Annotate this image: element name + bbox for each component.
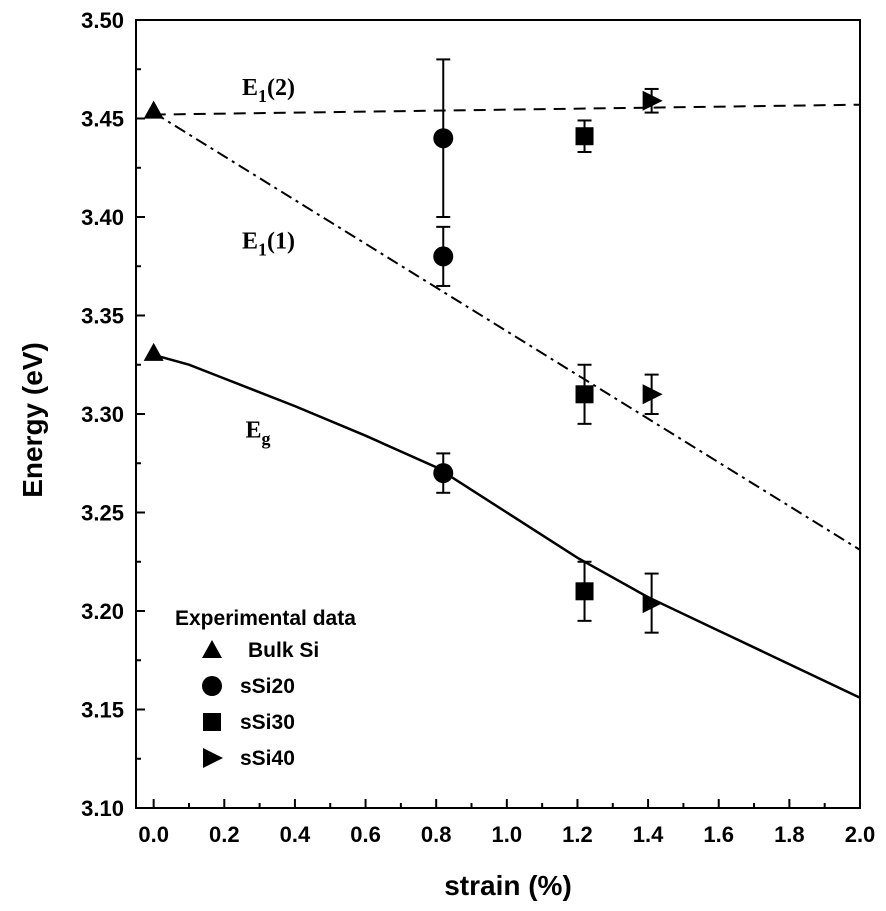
x-tick-label: 0.0	[138, 822, 169, 847]
y-tick-label: 3.20	[81, 599, 124, 624]
point-ssi20	[433, 463, 454, 484]
plot-lines	[153, 103, 861, 699]
x-tick-label: 1.0	[492, 822, 523, 847]
x-tick-label: 1.6	[703, 822, 734, 847]
ticks: 0.0 0.2 0.4 0.6 0.8 1.0 1.2 1.4 1.6 1.8 2.0 3.10 3.1…	[81, 8, 875, 847]
point-ssi20	[433, 128, 454, 149]
legend-marker	[202, 640, 222, 658]
point-ssi30	[575, 127, 594, 146]
x-tick-label: 1.4	[633, 822, 664, 847]
legend-label: sSi20	[240, 675, 295, 698]
legend-label: Bulk Si	[248, 639, 319, 662]
legend-title: Experimental data	[175, 607, 356, 630]
y-axis-title: Energy (eV)	[17, 342, 48, 498]
line-E1_1	[153, 111, 861, 551]
x-tick-label: 2.0	[845, 822, 876, 847]
legend-label: sSi40	[240, 747, 295, 770]
y-tick-label: 3.45	[81, 107, 124, 132]
point-ssi20	[433, 246, 454, 267]
point-bulk-si	[143, 342, 164, 361]
y-tick-label: 3.25	[81, 501, 124, 526]
x-tick-label: 0.2	[209, 822, 240, 847]
legend-marker	[203, 713, 221, 731]
curve-label-E1_2: E1(2)	[242, 75, 295, 106]
point-ssi30	[575, 385, 594, 404]
point-ssi40	[642, 90, 663, 111]
curve-label-Eg: Eg	[245, 418, 270, 449]
line-E1_2	[153, 103, 861, 116]
point-ssi30	[575, 582, 594, 601]
y-tick-label: 3.10	[81, 796, 124, 821]
legend: Experimental data Bulk Si sSi20 sSi30 sSi40	[175, 607, 356, 770]
legend-label: sSi30	[240, 711, 295, 734]
y-tick-label: 3.40	[81, 205, 124, 230]
line-Eg	[153, 353, 861, 699]
plot-points	[143, 58, 663, 634]
x-tick-label: 0.6	[350, 822, 381, 847]
x-tick-label: 1.2	[562, 822, 593, 847]
legend-marker	[202, 676, 222, 696]
x-tick-label: 1.8	[774, 822, 805, 847]
x-axis-title: strain (%)	[444, 870, 572, 901]
y-tick-label: 3.50	[81, 8, 124, 33]
point-ssi40	[642, 593, 663, 614]
x-tick-label: 0.4	[280, 822, 311, 847]
x-tick-label: 0.8	[421, 822, 452, 847]
curve-label-E1_1: E1(1)	[242, 229, 295, 260]
curve-labels: E1(2) E1(1) Eg	[242, 75, 295, 449]
legend-marker	[203, 748, 223, 768]
y-tick-label: 3.35	[81, 304, 124, 329]
y-tick-label: 3.30	[81, 402, 124, 427]
point-bulk-si	[143, 100, 164, 119]
point-ssi40	[642, 384, 663, 405]
y-tick-label: 3.15	[81, 698, 124, 723]
